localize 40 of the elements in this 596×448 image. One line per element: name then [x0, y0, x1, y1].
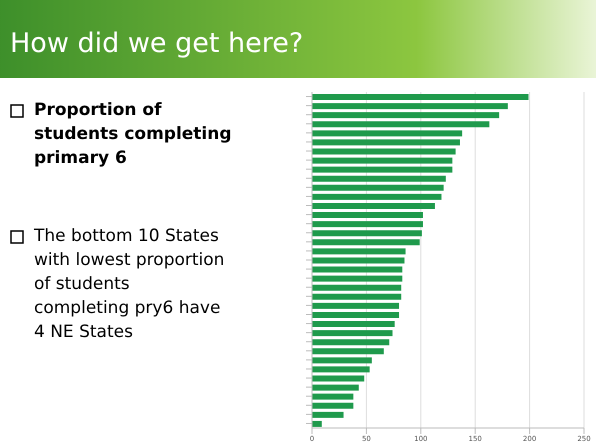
bar [312, 384, 359, 391]
bar [312, 420, 322, 427]
bar [312, 366, 370, 372]
bar [312, 284, 402, 291]
text: The bottom 10 States with lowest proportion of students completing pry6 have 4 NE States [34, 225, 226, 344]
bar [312, 103, 508, 110]
bar [312, 302, 400, 309]
bar [312, 339, 390, 346]
bar [312, 221, 423, 228]
bar [312, 376, 364, 382]
bar [312, 294, 402, 300]
bar [312, 239, 420, 246]
bar [312, 394, 354, 400]
bar [312, 130, 462, 136]
bar [312, 357, 372, 364]
bar [312, 212, 423, 218]
bar [312, 321, 395, 328]
bar [312, 412, 344, 418]
chart-title: How did we get here? [10, 28, 304, 59]
bar [312, 94, 529, 100]
bar [312, 330, 393, 336]
bar [312, 112, 500, 118]
bar [312, 176, 446, 182]
bar [312, 158, 452, 164]
text: Proportion of students completing primary 6 [34, 99, 233, 170]
bar [312, 194, 442, 200]
bar [312, 276, 402, 282]
bar [312, 402, 354, 409]
bar [312, 266, 402, 273]
bar [312, 257, 404, 264]
bar [312, 230, 422, 236]
bar [312, 202, 435, 209]
bar [312, 248, 406, 254]
bar [312, 312, 400, 318]
bar [312, 121, 490, 128]
bar [312, 184, 444, 191]
bar [312, 148, 456, 154]
bar [312, 348, 384, 354]
bar [312, 166, 452, 173]
bar [312, 139, 460, 146]
